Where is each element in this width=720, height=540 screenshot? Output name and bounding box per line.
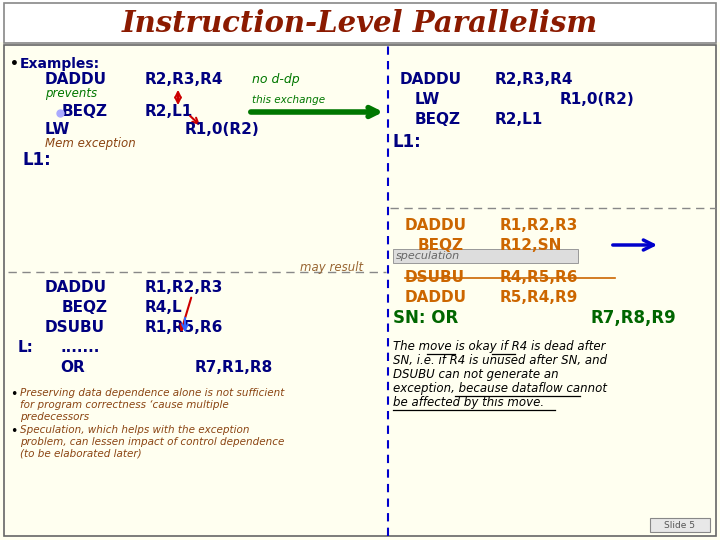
Text: R1,R2,R3: R1,R2,R3 xyxy=(145,280,223,295)
Text: DSUBU: DSUBU xyxy=(45,321,105,335)
Text: may result: may result xyxy=(300,261,363,274)
Text: prevents: prevents xyxy=(45,87,97,100)
Text: problem, can lessen impact of control dependence: problem, can lessen impact of control de… xyxy=(20,437,284,447)
Text: •: • xyxy=(10,425,17,438)
Text: speculation: speculation xyxy=(396,251,460,261)
Text: DADDU: DADDU xyxy=(45,280,107,295)
Text: DSUBU: DSUBU xyxy=(405,271,465,286)
Text: L:: L: xyxy=(18,341,34,355)
Text: BEQZ: BEQZ xyxy=(62,300,108,315)
Text: R4,L: R4,L xyxy=(145,300,183,315)
Text: R7,R8,R9: R7,R8,R9 xyxy=(590,309,676,327)
Bar xyxy=(650,518,710,532)
Text: DADDU: DADDU xyxy=(405,289,467,305)
Text: for program correctness ‘cause multiple: for program correctness ‘cause multiple xyxy=(20,400,229,410)
Text: R5,R4,R9: R5,R4,R9 xyxy=(500,289,578,305)
Text: this exchange: this exchange xyxy=(252,95,325,105)
Text: •: • xyxy=(10,57,19,71)
Text: R1,0(R2): R1,0(R2) xyxy=(185,122,260,137)
Text: OR: OR xyxy=(60,361,85,375)
Text: R2,L1: R2,L1 xyxy=(145,105,193,119)
Bar xyxy=(0,0,720,42)
Text: (to be elaborated later): (to be elaborated later) xyxy=(20,449,142,459)
Bar xyxy=(4,3,716,43)
Text: SN, i.e. if R4 is unused after SN, and: SN, i.e. if R4 is unused after SN, and xyxy=(393,354,607,367)
Bar xyxy=(393,249,578,263)
Text: Instruction-Level Parallelism: Instruction-Level Parallelism xyxy=(122,9,598,37)
Text: The move is okay if R4 is dead after: The move is okay if R4 is dead after xyxy=(393,340,606,353)
Text: no d-dp: no d-dp xyxy=(252,73,300,86)
Text: R1,0(R2): R1,0(R2) xyxy=(560,92,635,107)
Text: DSUBU can not generate an: DSUBU can not generate an xyxy=(393,368,559,381)
Text: Speculation, which helps with the exception: Speculation, which helps with the except… xyxy=(20,425,250,435)
Text: L1:: L1: xyxy=(393,133,422,151)
Text: SN: OR: SN: OR xyxy=(393,309,458,327)
Text: DADDU: DADDU xyxy=(400,72,462,87)
Text: exception, because dataflow cannot: exception, because dataflow cannot xyxy=(393,382,607,395)
Text: Examples:: Examples: xyxy=(20,57,100,71)
Text: R7,R1,R8: R7,R1,R8 xyxy=(195,361,274,375)
Text: R2,R3,R4: R2,R3,R4 xyxy=(495,72,574,87)
Text: Mem exception: Mem exception xyxy=(45,138,136,151)
Text: L1:: L1: xyxy=(22,151,50,169)
Text: R12,SN: R12,SN xyxy=(500,238,562,253)
Text: .......: ....... xyxy=(60,341,99,355)
Text: LW: LW xyxy=(415,92,441,107)
Text: LW: LW xyxy=(45,122,71,137)
Text: predecessors: predecessors xyxy=(20,412,89,422)
Text: DADDU: DADDU xyxy=(45,72,107,87)
Text: R2,L1: R2,L1 xyxy=(495,112,544,127)
Text: R1,R5,R6: R1,R5,R6 xyxy=(145,321,223,335)
Text: Preserving data dependence alone is not sufficient: Preserving data dependence alone is not … xyxy=(20,388,284,398)
Text: BEQZ: BEQZ xyxy=(415,112,461,127)
Text: BEQZ: BEQZ xyxy=(62,105,108,119)
Text: R2,R3,R4: R2,R3,R4 xyxy=(145,72,223,87)
Text: DADDU: DADDU xyxy=(405,218,467,233)
Text: Slide 5: Slide 5 xyxy=(665,521,696,530)
Text: BEQZ: BEQZ xyxy=(418,238,464,253)
Text: be affected by this move.: be affected by this move. xyxy=(393,396,544,409)
Text: •: • xyxy=(10,388,17,401)
Text: R1,R2,R3: R1,R2,R3 xyxy=(500,218,578,233)
Text: R4,R5,R6: R4,R5,R6 xyxy=(500,271,578,286)
